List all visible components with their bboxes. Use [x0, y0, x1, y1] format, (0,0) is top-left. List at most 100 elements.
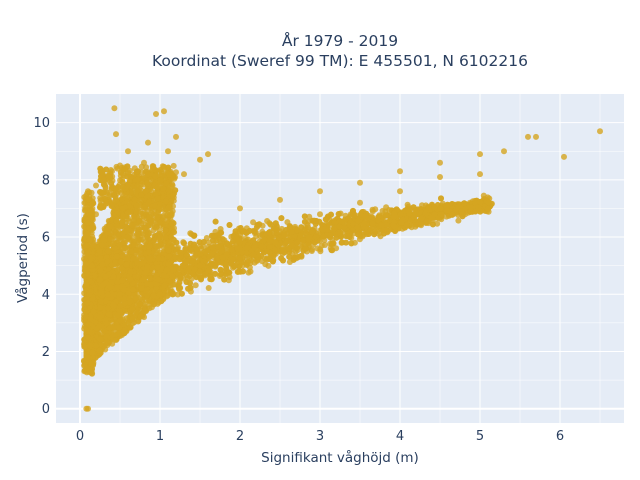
scatter-point — [133, 233, 140, 239]
scatter-point — [270, 252, 277, 259]
scatter-point — [121, 239, 128, 246]
scatter-point — [100, 237, 107, 243]
scatter-point — [369, 208, 376, 215]
scatter-point — [136, 218, 143, 225]
scatter-point — [251, 259, 258, 266]
scatter-point — [114, 253, 120, 260]
scatter-point — [301, 218, 308, 225]
scatter-point — [101, 328, 108, 335]
scatter-point — [333, 245, 340, 252]
scatter-point — [123, 255, 130, 262]
scatter-point — [145, 231, 152, 238]
chart-title: År 1979 - 2019 Koordinat (Sweref 99 TM):… — [152, 31, 528, 70]
scatter-point — [168, 220, 175, 227]
scatter-point — [309, 228, 316, 235]
scatter-point — [139, 236, 146, 243]
scatter-point — [130, 213, 137, 220]
scatter-point — [225, 277, 232, 284]
scatter-point — [137, 210, 144, 217]
scatter-point — [173, 169, 179, 176]
scatter-point — [132, 295, 139, 302]
scatter-point — [172, 187, 179, 194]
scatter-point — [146, 214, 153, 220]
scatter-point — [107, 325, 113, 332]
scatter-point — [141, 204, 148, 211]
scatter-point — [302, 245, 309, 252]
scatter-point — [102, 346, 109, 353]
scatter-point — [146, 243, 153, 249]
scatter-point — [156, 206, 163, 213]
scatter-point — [196, 239, 203, 246]
scatter-point — [103, 333, 110, 339]
scatter-point — [143, 164, 150, 171]
scatter-point — [217, 266, 224, 273]
scatter-point — [265, 262, 272, 269]
scatter-point — [158, 298, 165, 305]
scatter-point — [103, 338, 110, 345]
scatter-point — [130, 255, 137, 262]
scatter-point — [107, 236, 114, 243]
scatter-point — [162, 234, 169, 241]
scatter-point — [127, 324, 134, 331]
scatter-point — [146, 305, 153, 312]
scatter-point — [119, 179, 126, 186]
scatter-point — [147, 275, 153, 282]
scatter-point — [171, 229, 178, 236]
scatter-point — [372, 228, 379, 235]
scatter-point — [96, 322, 103, 329]
scatter-point — [107, 223, 114, 230]
scatter-point — [143, 280, 150, 287]
scatter-point — [133, 168, 140, 175]
scatter-point — [335, 211, 342, 217]
scatter-point — [140, 231, 147, 238]
title-line-1: År 1979 - 2019 — [282, 31, 398, 50]
scatter-point — [96, 248, 103, 255]
scatter-point — [101, 225, 108, 232]
scatter-point — [96, 347, 103, 354]
scatter-point — [110, 212, 117, 219]
scatter-point — [126, 167, 133, 174]
scatter-point — [138, 244, 145, 251]
scatter-point — [455, 217, 462, 224]
scatter-point — [124, 227, 131, 234]
scatter-point — [131, 242, 138, 248]
scatter-point — [250, 219, 257, 226]
scatter-point — [170, 197, 177, 204]
scatter-point — [187, 247, 194, 254]
scatter-point — [122, 245, 129, 252]
scatter-point — [129, 315, 136, 322]
scatter-point — [108, 180, 115, 187]
scatter-points — [81, 105, 603, 412]
scatter-point — [113, 217, 120, 224]
scatter-point — [321, 242, 328, 248]
scatter-point — [150, 301, 157, 308]
scatter-point — [145, 208, 152, 214]
scatter-point — [119, 219, 126, 226]
scatter-point — [116, 324, 123, 331]
scatter-point — [129, 222, 136, 229]
scatter-point — [193, 246, 200, 253]
scatter-point — [192, 282, 199, 289]
scatter-point — [135, 290, 142, 297]
scatter-point — [301, 213, 308, 220]
scatter-point — [226, 222, 233, 228]
scatter-point — [117, 317, 123, 324]
scatter-point — [264, 218, 271, 224]
scatter-point — [134, 182, 141, 189]
scatter-point — [134, 176, 141, 183]
scatter-point — [178, 290, 185, 297]
scatter-point — [404, 201, 411, 208]
scatter-point — [205, 285, 212, 291]
scatter-point — [125, 218, 132, 224]
scatter-point — [139, 175, 146, 182]
scatter-point — [110, 240, 117, 247]
scatter-point — [151, 202, 158, 209]
scatter-point — [99, 261, 106, 268]
scatter-point — [328, 247, 335, 254]
title-line-2: Koordinat (Sweref 99 TM): E 455501, N 61… — [152, 52, 528, 70]
scatter-point — [106, 193, 113, 200]
scatter-point — [153, 215, 160, 222]
scatter-point — [379, 207, 386, 214]
